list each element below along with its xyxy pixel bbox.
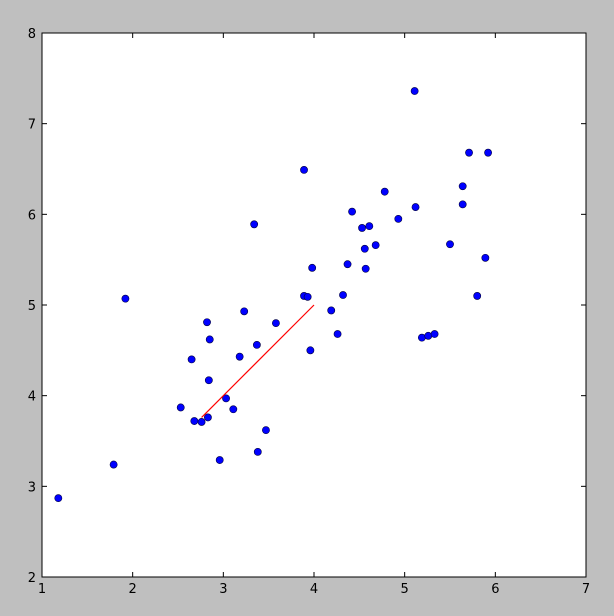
data-point — [252, 340, 261, 349]
data-point — [327, 306, 336, 315]
data-point — [380, 187, 389, 196]
y-tick-label: 5 — [28, 299, 36, 314]
data-point — [361, 264, 370, 273]
data-point — [121, 294, 130, 303]
data-point — [190, 417, 199, 425]
data-point — [187, 355, 196, 364]
y-tick-label: 4 — [28, 390, 36, 405]
data-point — [205, 335, 214, 344]
data-point — [481, 253, 490, 262]
data-point — [250, 220, 259, 229]
data-point — [197, 418, 206, 426]
data-point — [360, 244, 369, 253]
data-point — [308, 263, 317, 272]
x-tick-label: 2 — [129, 582, 137, 597]
data-point — [371, 241, 380, 250]
fit-line — [201, 304, 315, 418]
x-tick-label: 1 — [38, 582, 46, 597]
y-tick-label: 2 — [28, 571, 36, 586]
data-point — [235, 352, 244, 361]
y-tick-label: 8 — [28, 27, 36, 42]
data-point — [458, 182, 467, 191]
data-point — [458, 200, 467, 209]
x-tick-label: 5 — [401, 582, 409, 597]
data-point — [203, 318, 211, 327]
data-point — [343, 260, 352, 269]
data-point — [348, 207, 356, 216]
data-point — [109, 460, 118, 469]
data-point — [204, 413, 212, 422]
data-point — [303, 292, 312, 301]
data-point — [446, 240, 454, 249]
data-point — [430, 330, 439, 338]
data-point — [365, 222, 374, 231]
data-point — [333, 330, 342, 338]
plot-frame — [41, 32, 587, 578]
data-point — [358, 224, 366, 232]
data-point — [229, 405, 238, 414]
data-point — [300, 166, 308, 174]
x-tick-label: 4 — [310, 582, 318, 597]
data-point — [306, 346, 315, 355]
x-tick-label: 7 — [582, 582, 590, 597]
data-point — [484, 148, 492, 157]
data-point — [253, 447, 262, 456]
data-point — [215, 456, 224, 464]
data-point — [176, 403, 185, 412]
data-point — [410, 87, 419, 95]
data-point — [240, 307, 249, 316]
data-point — [411, 203, 420, 211]
x-tick-label: 3 — [219, 582, 227, 597]
data-point — [473, 292, 482, 300]
data-point — [339, 291, 347, 299]
y-tick-label: 6 — [28, 208, 36, 223]
data-point — [272, 319, 280, 328]
data-point — [394, 214, 403, 223]
data-point — [465, 148, 473, 157]
data-point — [204, 376, 213, 385]
y-tick-label: 3 — [28, 480, 36, 495]
data-point — [262, 426, 270, 435]
data-point — [54, 494, 63, 503]
y-tick-label: 7 — [28, 118, 36, 133]
x-tick-label: 6 — [491, 582, 499, 597]
data-point — [222, 394, 230, 403]
